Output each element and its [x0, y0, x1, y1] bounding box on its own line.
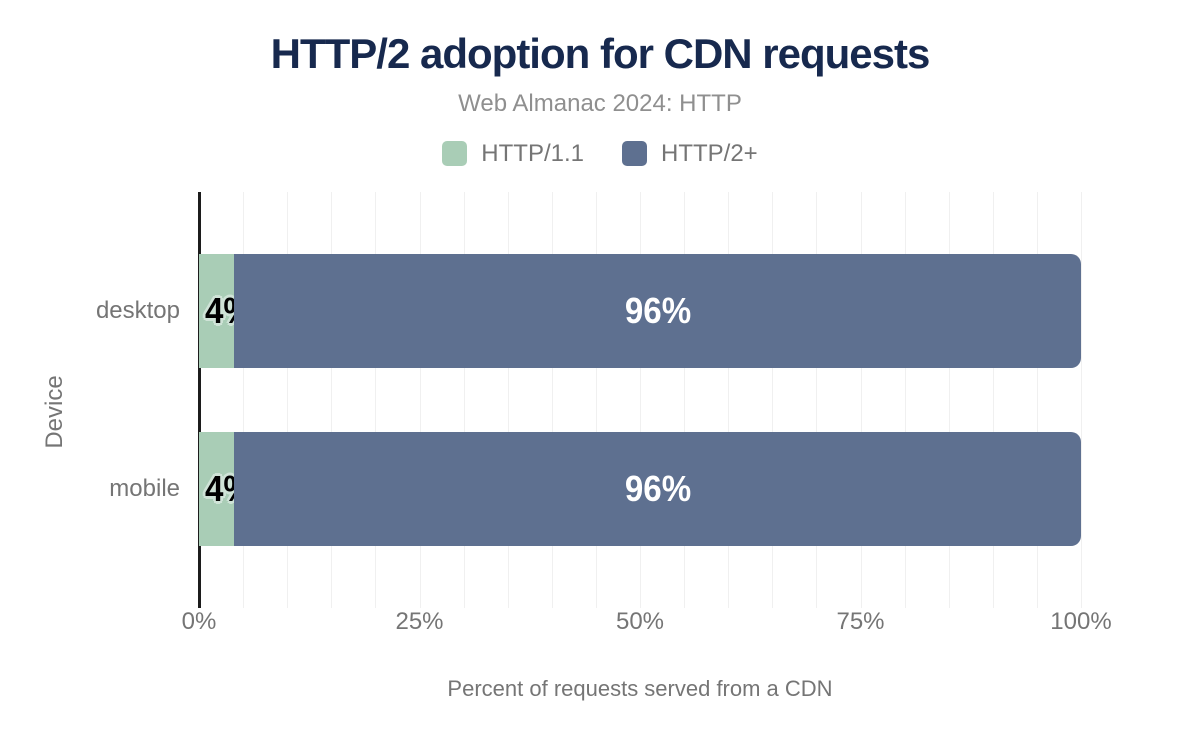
bar-segment-mobile-HTTP/2+[interactable] — [234, 432, 1081, 546]
gridline — [375, 192, 377, 608]
legend-item-HTTP/2+[interactable]: HTTP/2+ — [622, 141, 758, 166]
value-label-desktop-HTTP/2+: 96% — [624, 290, 691, 331]
bar-segment-mobile-HTTP/1.1[interactable] — [199, 432, 235, 546]
value-label-mobile-HTTP/2+: 96% — [624, 468, 691, 509]
gridline — [860, 192, 862, 608]
gridline — [1036, 192, 1038, 608]
gridline — [243, 192, 245, 608]
gridline — [463, 192, 465, 608]
gridline — [684, 192, 686, 608]
x-axis-title: Percent of requests served from a CDN — [447, 676, 833, 701]
x-tick-label: 100% — [1050, 608, 1112, 635]
chart-subtitle: Web Almanac 2024: HTTP — [458, 90, 742, 117]
gridlines — [199, 192, 1082, 608]
plot-area: 4% 96% desktop 4% 96% mobile 0% 25% 50% 75% 100% — [96, 192, 1112, 634]
gridline — [419, 192, 421, 608]
gridline — [507, 192, 509, 608]
gridline — [816, 192, 818, 608]
gridline — [551, 192, 553, 608]
gridline — [1081, 192, 1082, 608]
bar-desktop: 4% 96% — [199, 254, 1081, 368]
x-tick-label: 25% — [395, 608, 444, 635]
chart-title: HTTP/2 adoption for CDN requests — [270, 30, 931, 77]
chart-legend: HTTP/1.1 HTTP/2+ — [0, 141, 1200, 166]
category-label-desktop: desktop — [95, 296, 180, 324]
y-axis-line — [198, 192, 201, 608]
gridline — [287, 192, 289, 608]
x-tick-label: 50% — [615, 608, 665, 635]
bar-mobile: 4% 96% — [199, 432, 1081, 546]
bar-segment-desktop-HTTP/1.1[interactable] — [199, 254, 235, 368]
gridline — [992, 192, 994, 608]
gridline — [772, 192, 774, 608]
gridline — [331, 192, 333, 608]
gridline — [640, 192, 641, 608]
gridline — [595, 192, 597, 608]
gridline — [728, 192, 730, 608]
legend-label-HTTP/1.1: HTTP/1.1 — [481, 139, 584, 167]
gridline — [948, 192, 950, 608]
category-label-mobile: mobile — [109, 474, 180, 502]
gridline — [904, 192, 906, 608]
legend-swatch-HTTP/2+ — [622, 141, 647, 166]
bar-segment-desktop-HTTP/2+[interactable] — [234, 254, 1081, 368]
x-axis-ticks: 0% 25% 50% 75% 100% — [182, 608, 1112, 640]
legend-swatch-HTTP/1.1 — [442, 141, 468, 166]
legend-label-HTTP/2+: HTTP/2+ — [661, 139, 758, 167]
y-axis-title: Device — [41, 375, 68, 449]
x-tick-label: 0% — [181, 608, 217, 635]
legend-item-HTTP/1.1[interactable]: HTTP/1.1 — [442, 141, 584, 166]
x-tick-label: 75% — [836, 608, 885, 635]
